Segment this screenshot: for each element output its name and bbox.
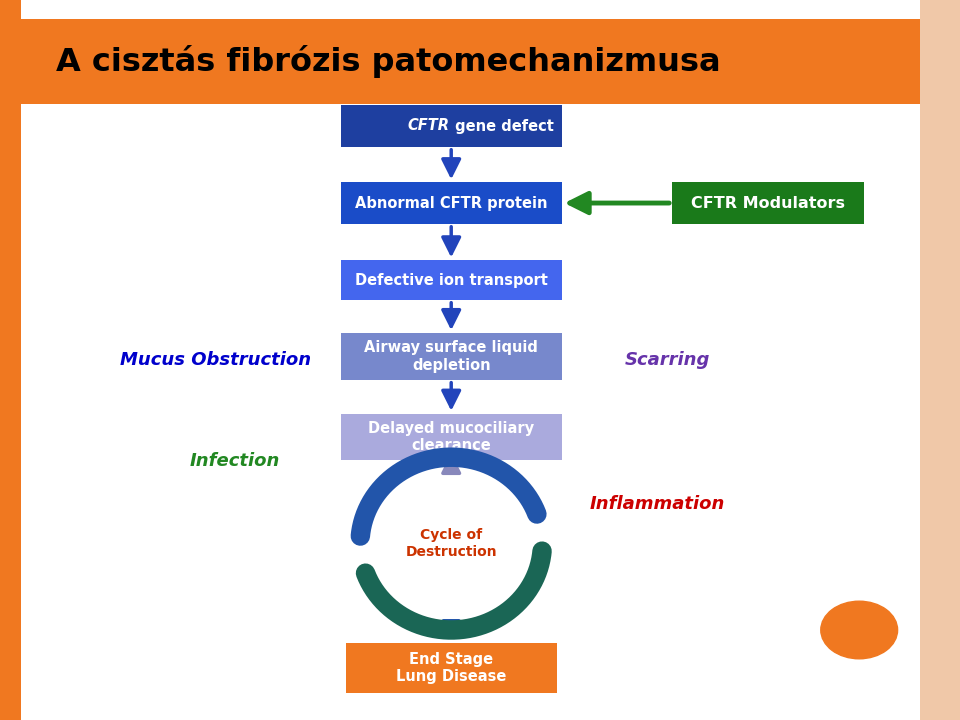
FancyBboxPatch shape: [672, 182, 864, 224]
Text: A cisztás fibrózis patomechanizmusa: A cisztás fibrózis patomechanizmusa: [56, 45, 720, 78]
Text: Mucus Obstruction: Mucus Obstruction: [120, 351, 312, 369]
Text: End Stage
Lung Disease: End Stage Lung Disease: [396, 652, 506, 684]
FancyBboxPatch shape: [341, 105, 562, 147]
Text: CFTR: CFTR: [407, 119, 449, 133]
FancyBboxPatch shape: [341, 105, 562, 147]
Text: Cycle of
Destruction: Cycle of Destruction: [405, 528, 497, 559]
FancyBboxPatch shape: [346, 643, 557, 693]
Bar: [920, 0, 960, 720]
Bar: [0, 0, 21, 720]
Text: CFTR Modulators: CFTR Modulators: [691, 196, 845, 210]
FancyBboxPatch shape: [341, 413, 562, 461]
Text: Inflammation: Inflammation: [589, 495, 726, 513]
Text: gene defect: gene defect: [450, 119, 554, 133]
Text: Defective ion transport: Defective ion transport: [355, 273, 547, 287]
FancyBboxPatch shape: [341, 182, 562, 224]
Text: Abnormal CFTR protein: Abnormal CFTR protein: [355, 196, 547, 210]
Circle shape: [821, 601, 898, 659]
Bar: [21, 19, 920, 104]
FancyBboxPatch shape: [341, 260, 562, 300]
Text: CFTR gene defect: CFTR gene defect: [378, 119, 524, 133]
Text: Delayed mucociliary
clearance: Delayed mucociliary clearance: [368, 420, 535, 454]
Text: Airway surface liquid
depletion: Airway surface liquid depletion: [364, 340, 539, 373]
Text: Scarring: Scarring: [625, 351, 709, 369]
FancyBboxPatch shape: [341, 333, 562, 379]
Text: Infection: Infection: [190, 452, 280, 470]
